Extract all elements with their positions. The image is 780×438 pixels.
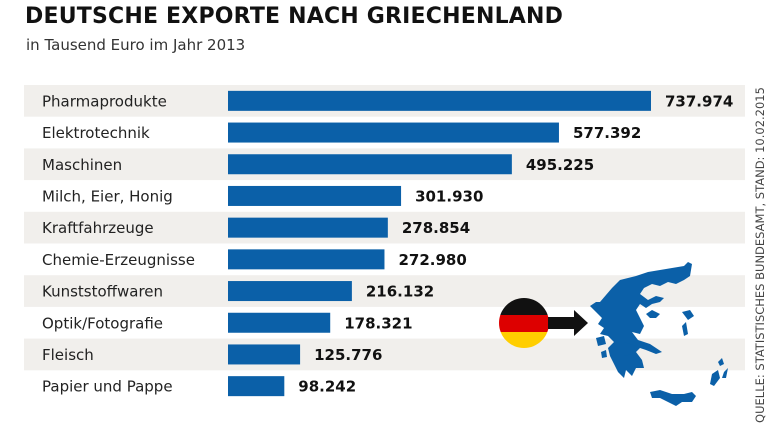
bar-row: Elektrotechnik 577.392 (42, 122, 641, 143)
category-label: Fleisch (42, 346, 94, 364)
value-label: 577.392 (573, 124, 641, 142)
bar-row: Kunststoffwaren 216.132 (42, 281, 434, 302)
source-note: QUELLE: STATISTISCHES BUNDESAMT, STAND: … (753, 87, 767, 423)
value-label: 301.930 (415, 187, 483, 205)
value-label: 495.225 (526, 156, 594, 174)
bar (228, 217, 388, 238)
bar-row: Chemie-Erzeugnisse 272.980 (42, 249, 467, 270)
bar-row: Optik/Fotografie 178.321 (42, 312, 413, 333)
bar-row: Maschinen 495.225 (42, 154, 594, 175)
bar-row: Pharmaprodukte 737.974 (42, 90, 733, 111)
category-label: Kraftfahrzeuge (42, 219, 154, 237)
category-label: Elektrotechnik (42, 124, 150, 142)
chart-title: DEUTSCHE EXPORTE NACH GRIECHENLAND (25, 4, 564, 29)
category-label: Chemie-Erzeugnisse (42, 251, 195, 269)
bar (228, 344, 301, 365)
category-label: Kunststoffwaren (42, 283, 163, 301)
value-label: 178.321 (344, 314, 412, 332)
value-label: 98.242 (298, 378, 356, 396)
category-label: Pharmaprodukte (42, 92, 167, 110)
bar (228, 185, 402, 206)
bar-row: Fleisch 125.776 (42, 344, 382, 365)
bar (228, 376, 285, 397)
bar (228, 249, 385, 270)
category-label: Optik/Fotografie (42, 314, 163, 332)
value-label: 737.974 (665, 92, 733, 110)
category-label: Maschinen (42, 156, 122, 174)
bar (228, 312, 331, 333)
bar (228, 154, 512, 175)
illustration (499, 262, 728, 406)
bar (228, 281, 352, 302)
value-label: 125.776 (314, 346, 382, 364)
value-label: 272.980 (398, 251, 466, 269)
category-label: Milch, Eier, Honig (42, 187, 173, 205)
value-label: 278.854 (402, 219, 470, 237)
greece-map-icon (590, 262, 728, 406)
arrow-right-icon (548, 310, 588, 336)
bar-row: Kraftfahrzeuge 278.854 (42, 217, 470, 238)
value-label: 216.132 (366, 283, 434, 301)
bar (228, 122, 559, 143)
bar (228, 90, 651, 111)
bar-row: Milch, Eier, Honig 301.930 (42, 185, 483, 206)
bar-row: Papier und Pappe 98.242 (42, 376, 356, 397)
germany-flag-icon (499, 298, 549, 348)
chart-subtitle: in Tausend Euro im Jahr 2013 (26, 36, 246, 54)
category-label: Papier und Pappe (42, 378, 173, 396)
